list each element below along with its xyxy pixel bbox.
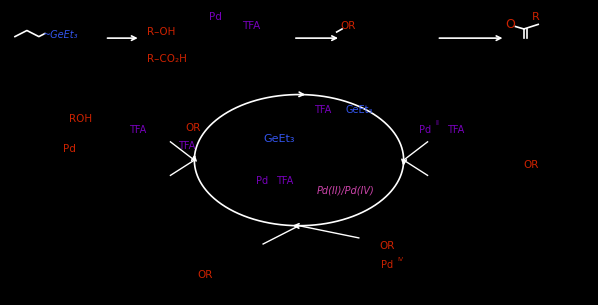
- Text: GeEt₃: GeEt₃: [345, 105, 373, 115]
- Text: TFA: TFA: [129, 125, 146, 135]
- Text: OR: OR: [197, 270, 213, 279]
- Text: Pd: Pd: [419, 125, 431, 135]
- Text: O: O: [505, 18, 515, 31]
- Text: TFA: TFA: [314, 105, 331, 115]
- Text: IV: IV: [397, 257, 403, 262]
- Text: Pd: Pd: [63, 145, 76, 154]
- Text: R–OH: R–OH: [147, 27, 175, 37]
- Text: OR: OR: [523, 160, 539, 170]
- Text: OR: OR: [185, 123, 201, 133]
- Text: OR: OR: [380, 241, 395, 250]
- Text: ROH: ROH: [69, 114, 92, 124]
- Text: OR: OR: [341, 21, 356, 31]
- Text: GeEt₃: GeEt₃: [263, 134, 295, 144]
- Text: TFA: TFA: [178, 142, 196, 151]
- Text: Pd: Pd: [381, 260, 393, 270]
- Text: Pd: Pd: [209, 12, 222, 22]
- Text: TFA: TFA: [276, 177, 294, 186]
- Text: TFA: TFA: [447, 125, 465, 135]
- Text: R–CO₂H: R–CO₂H: [147, 55, 187, 64]
- Text: ~GeEt₃: ~GeEt₃: [43, 30, 78, 40]
- Text: R: R: [532, 12, 540, 22]
- Text: Pd: Pd: [256, 177, 268, 186]
- Text: TFA: TFA: [242, 21, 261, 31]
- Text: Pd(II)/Pd(IV): Pd(II)/Pd(IV): [317, 186, 375, 196]
- Text: II: II: [435, 120, 440, 126]
